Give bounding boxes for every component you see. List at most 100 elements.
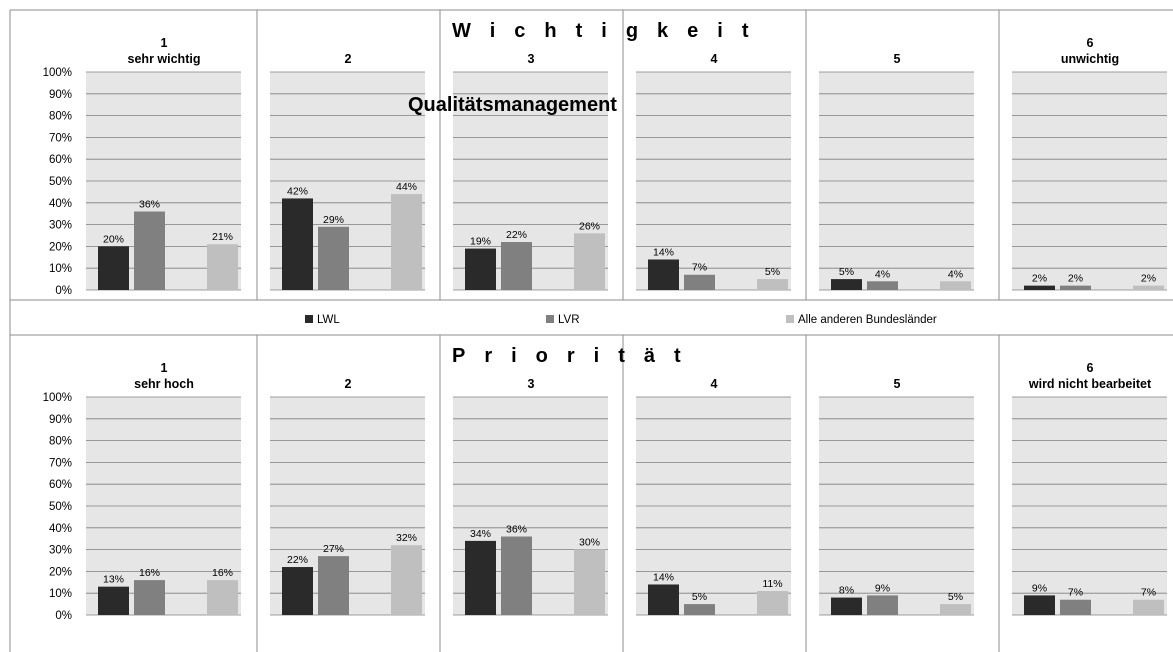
legend-swatch [546,315,554,323]
data-label: 34% [470,528,491,540]
chart-title: Wichtigkeit [452,20,768,42]
data-label: 5% [839,266,854,278]
bar [831,597,862,615]
legend-label: LWL [317,314,340,326]
y-tick-label: 40% [49,523,72,535]
bar [574,549,605,615]
y-tick-label: 50% [49,501,72,513]
panel-number: 5 [894,377,901,391]
y-tick-label: 60% [49,154,72,166]
bar [684,604,715,615]
bar [757,279,788,290]
data-label: 32% [396,532,417,544]
bar [1133,599,1164,615]
panel-number: 6 [1087,36,1094,50]
y-tick-label: 0% [55,610,72,622]
chart-subtitle: Qualitätsmanagement [408,94,617,116]
panel-number: 4 [711,377,718,391]
panel-label: unwichtig [1061,52,1119,66]
data-label: 22% [506,229,527,241]
bar [684,274,715,290]
y-tick-label: 10% [49,588,72,600]
data-label: 5% [765,266,780,278]
data-label: 14% [653,246,674,258]
data-label: 42% [287,185,308,197]
legend-label: LVR [558,314,580,326]
bar [757,591,788,615]
bar [501,536,532,615]
bar [867,281,898,290]
data-label: 36% [139,199,160,211]
y-tick-label: 90% [49,89,72,101]
data-label: 2% [1032,273,1047,285]
bar [574,233,605,290]
y-tick-label: 100% [43,67,72,79]
data-label: 21% [212,231,233,243]
bar [1060,599,1091,615]
data-label: 7% [1141,587,1156,599]
chart-prioritaet: 0% 10% 20% 30% 40% 50% 60% 70% 80% 90% 100% 1 sehr h… [43,335,1167,652]
data-label: 13% [103,574,124,586]
y-tick-label: 70% [49,132,72,144]
legend-swatch [786,315,794,323]
y-tick-label: 40% [49,198,72,210]
bar [940,604,971,615]
bar [391,545,422,615]
y-tick-label: 80% [49,111,72,123]
bar [98,246,129,290]
legend-label: Alle anderen Bundesländer [798,314,937,326]
bar [1060,285,1091,290]
y-tick-label: 30% [49,545,72,557]
data-label: 5% [948,591,963,603]
bar [1133,285,1164,290]
data-label: 11% [762,578,782,590]
bar [318,226,349,290]
y-tick-label: 30% [49,220,72,232]
data-label: 20% [103,233,124,245]
y-tick-label: 0% [55,285,72,297]
panel-number: 5 [894,52,901,66]
bar [501,242,532,290]
data-label: 7% [692,262,707,274]
panel-number: 2 [345,52,352,66]
bar [465,248,496,290]
bar [1024,595,1055,615]
bar [465,540,496,615]
bar [648,584,679,615]
y-tick-label: 20% [49,566,72,578]
bar [282,567,313,615]
bar [831,279,862,290]
panel-label: sehr hoch [134,377,194,391]
bar [98,586,129,615]
panel-number: 4 [711,52,718,66]
bar [1024,285,1055,290]
y-tick-label: 60% [49,479,72,491]
y-tick-label: 70% [49,457,72,469]
panel-label: wird nicht bearbeitet [1028,377,1152,391]
data-label: 22% [287,554,308,566]
data-label: 36% [506,524,527,536]
y-tick-label: 90% [49,414,72,426]
y-tick-label: 80% [49,436,72,448]
y-tick-label: 20% [49,241,72,253]
legend: LWL LVR Alle anderen Bundesländer [305,314,937,326]
y-tick-label: 50% [49,176,72,188]
bar [318,556,349,615]
bar [207,244,238,290]
data-label: 2% [1068,273,1083,285]
data-label: 8% [839,585,854,597]
data-label: 29% [323,214,344,226]
data-label: 44% [396,181,417,193]
y-tick-label: 10% [49,263,72,275]
data-label: 2% [1141,273,1156,285]
bar [867,595,898,615]
bar [207,580,238,615]
bar [134,580,165,615]
data-label: 16% [212,567,233,579]
panel-number: 3 [528,377,535,391]
bar [391,194,422,290]
data-label: 9% [875,582,890,594]
chart-title: Priorität [452,345,700,367]
data-label: 26% [579,220,600,232]
